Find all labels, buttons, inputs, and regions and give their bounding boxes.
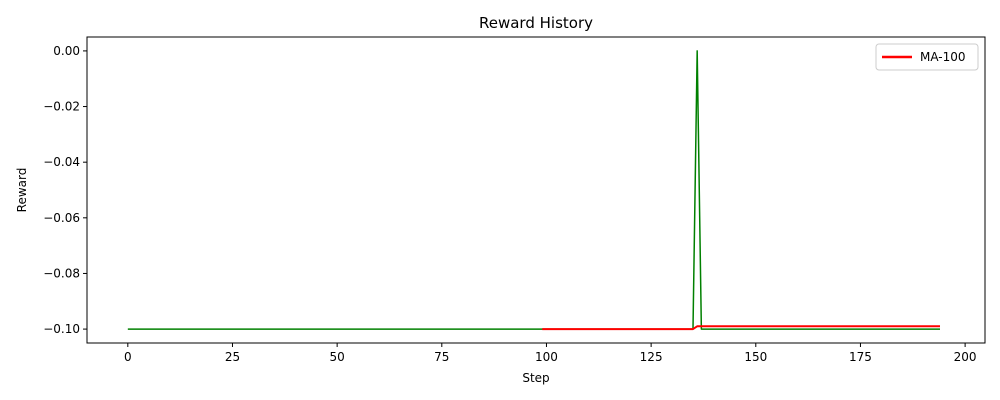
y-axis-ticks: 0.00 −0.02 −0.04 −0.06 −0.08 −0.10 [43, 44, 87, 336]
x-tick-label: 125 [640, 350, 663, 364]
legend-box [875, 43, 979, 71]
chart-title: Reward History [479, 14, 593, 32]
y-tick-label: −0.08 [43, 266, 80, 280]
y-tick-label: 0.00 [53, 44, 80, 58]
x-tick-label: 200 [954, 350, 977, 364]
series-layer [127, 50, 940, 331]
y-axis-label: Reward [15, 168, 29, 213]
y-tick-label: −0.02 [43, 100, 80, 114]
x-tick-label: 0 [124, 350, 132, 364]
y-tick-label: −0.10 [43, 322, 80, 336]
series-line-ma-100 [542, 325, 940, 331]
x-tick-label: 175 [849, 350, 872, 364]
legend: MA-100 [875, 43, 979, 71]
x-axis-ticks: 0 25 50 75 100 125 150 175 200 [124, 343, 977, 364]
x-tick-label: 75 [434, 350, 449, 364]
series-line-reward [127, 50, 940, 330]
x-tick-label: 50 [330, 350, 345, 364]
y-tick-label: −0.06 [43, 211, 80, 225]
x-axis-label: Step [522, 371, 549, 385]
y-tick-label: −0.04 [43, 155, 80, 169]
x-tick-label: 25 [225, 350, 240, 364]
x-tick-label: 150 [744, 350, 767, 364]
plot-frame [86, 36, 986, 344]
legend-label-ma-100: MA-100 [920, 50, 966, 64]
x-tick-label: 100 [535, 350, 558, 364]
